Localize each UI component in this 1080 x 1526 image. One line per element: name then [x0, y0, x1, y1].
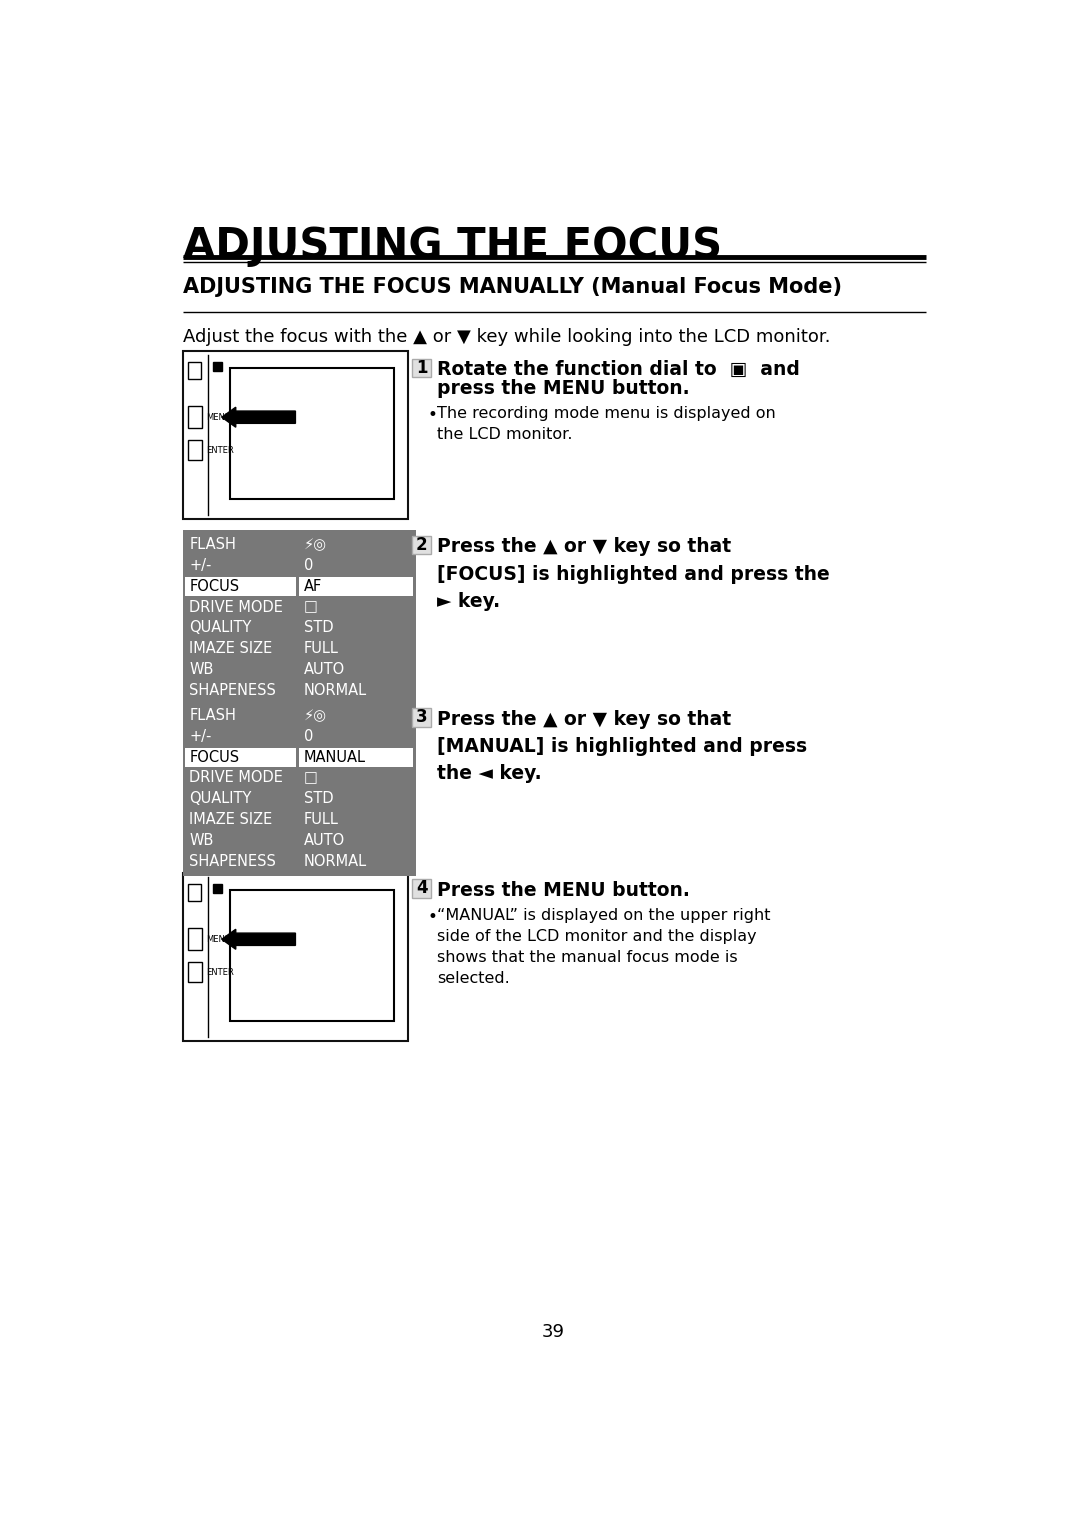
Text: The recording mode menu is displayed on
the LCD monitor.: The recording mode menu is displayed on …	[437, 406, 777, 443]
Text: DRIVE MODE: DRIVE MODE	[189, 600, 283, 615]
Bar	[189, 441, 202, 461]
Text: QUALITY: QUALITY	[189, 620, 252, 635]
Text: STD: STD	[303, 620, 334, 635]
Text: FOCUS: FOCUS	[189, 578, 240, 594]
Text: Adjust the focus with the ▲ or ▼ key while looking into the LCD monitor.: Adjust the focus with the ▲ or ▼ key whi…	[183, 328, 831, 346]
Bar	[230, 368, 394, 499]
Text: □: □	[303, 771, 318, 786]
Bar	[186, 577, 296, 595]
Text: ⚡◎: ⚡◎	[303, 537, 327, 552]
Text: SHAPENESS: SHAPENESS	[189, 682, 276, 697]
Text: 2: 2	[416, 536, 428, 554]
Text: DRIVE MODE: DRIVE MODE	[189, 771, 283, 786]
Bar	[413, 536, 431, 554]
Bar	[183, 700, 416, 876]
Text: ENTER: ENTER	[206, 446, 234, 455]
Text: 0: 0	[303, 729, 313, 743]
Text: FOCUS: FOCUS	[189, 749, 240, 765]
Text: SHAPENESS: SHAPENESS	[189, 853, 276, 868]
Text: NORMAL: NORMAL	[303, 682, 367, 697]
Text: NORMAL: NORMAL	[303, 853, 367, 868]
Text: □: □	[303, 600, 318, 615]
Text: 1: 1	[416, 359, 428, 377]
Bar	[183, 530, 416, 705]
Text: 39: 39	[542, 1323, 565, 1341]
Text: MANUAL: MANUAL	[303, 749, 366, 765]
Text: Press the ▲ or ▼ key so that
[FOCUS] is highlighted and press the
► key.: Press the ▲ or ▼ key so that [FOCUS] is …	[437, 537, 831, 610]
Text: QUALITY: QUALITY	[189, 792, 252, 806]
Text: 4: 4	[416, 879, 428, 897]
Bar	[189, 362, 201, 378]
Bar	[413, 359, 431, 377]
Text: ENTER: ENTER	[206, 967, 234, 977]
Text: ADJUSTING THE FOCUS MANUALLY (Manual Focus Mode): ADJUSTING THE FOCUS MANUALLY (Manual Foc…	[183, 278, 842, 298]
Text: 3: 3	[416, 708, 428, 726]
Bar	[183, 351, 408, 519]
Bar	[213, 362, 221, 371]
Text: FLASH: FLASH	[189, 708, 237, 723]
Text: IMAZE SIZE: IMAZE SIZE	[189, 641, 272, 656]
Text: •: •	[428, 908, 437, 926]
Bar	[189, 884, 201, 900]
Text: FULL: FULL	[303, 641, 339, 656]
Bar	[230, 890, 394, 1021]
Text: ⚡◎: ⚡◎	[303, 708, 327, 723]
Text: FLASH: FLASH	[189, 537, 237, 552]
Bar	[299, 577, 414, 595]
Text: Press the ▲ or ▼ key so that
[MANUAL] is highlighted and press
the ◄ key.: Press the ▲ or ▼ key so that [MANUAL] is…	[437, 710, 808, 783]
Bar	[183, 873, 408, 1041]
FancyArrow shape	[221, 407, 296, 427]
Text: MENU: MENU	[206, 412, 231, 421]
Text: •: •	[428, 406, 437, 424]
Bar	[413, 708, 431, 726]
Text: AUTO: AUTO	[303, 833, 346, 848]
Bar	[299, 748, 414, 766]
Text: 0: 0	[303, 559, 313, 572]
Text: WB: WB	[189, 833, 214, 848]
Text: press the MENU button.: press the MENU button.	[437, 378, 690, 398]
Bar	[189, 963, 202, 983]
Text: FULL: FULL	[303, 812, 339, 827]
Text: “MANUAL” is displayed on the upper right
side of the LCD monitor and the display: “MANUAL” is displayed on the upper right…	[437, 908, 771, 986]
Text: STD: STD	[303, 792, 334, 806]
Text: IMAZE SIZE: IMAZE SIZE	[189, 812, 272, 827]
Text: MENU: MENU	[206, 935, 231, 943]
Text: Rotate the function dial to  ▣  and: Rotate the function dial to ▣ and	[437, 360, 800, 380]
Text: AF: AF	[303, 578, 322, 594]
FancyArrow shape	[221, 929, 296, 949]
Text: +/-: +/-	[189, 729, 212, 743]
Text: AUTO: AUTO	[303, 662, 346, 678]
Bar	[186, 748, 296, 766]
Text: Press the MENU button.: Press the MENU button.	[437, 881, 690, 900]
Bar	[413, 879, 431, 897]
Text: WB: WB	[189, 662, 214, 678]
Bar	[189, 928, 202, 951]
Bar	[189, 406, 202, 427]
Text: ADJUSTING THE FOCUS: ADJUSTING THE FOCUS	[183, 226, 723, 267]
Text: +/-: +/-	[189, 559, 212, 572]
Bar	[213, 884, 221, 893]
